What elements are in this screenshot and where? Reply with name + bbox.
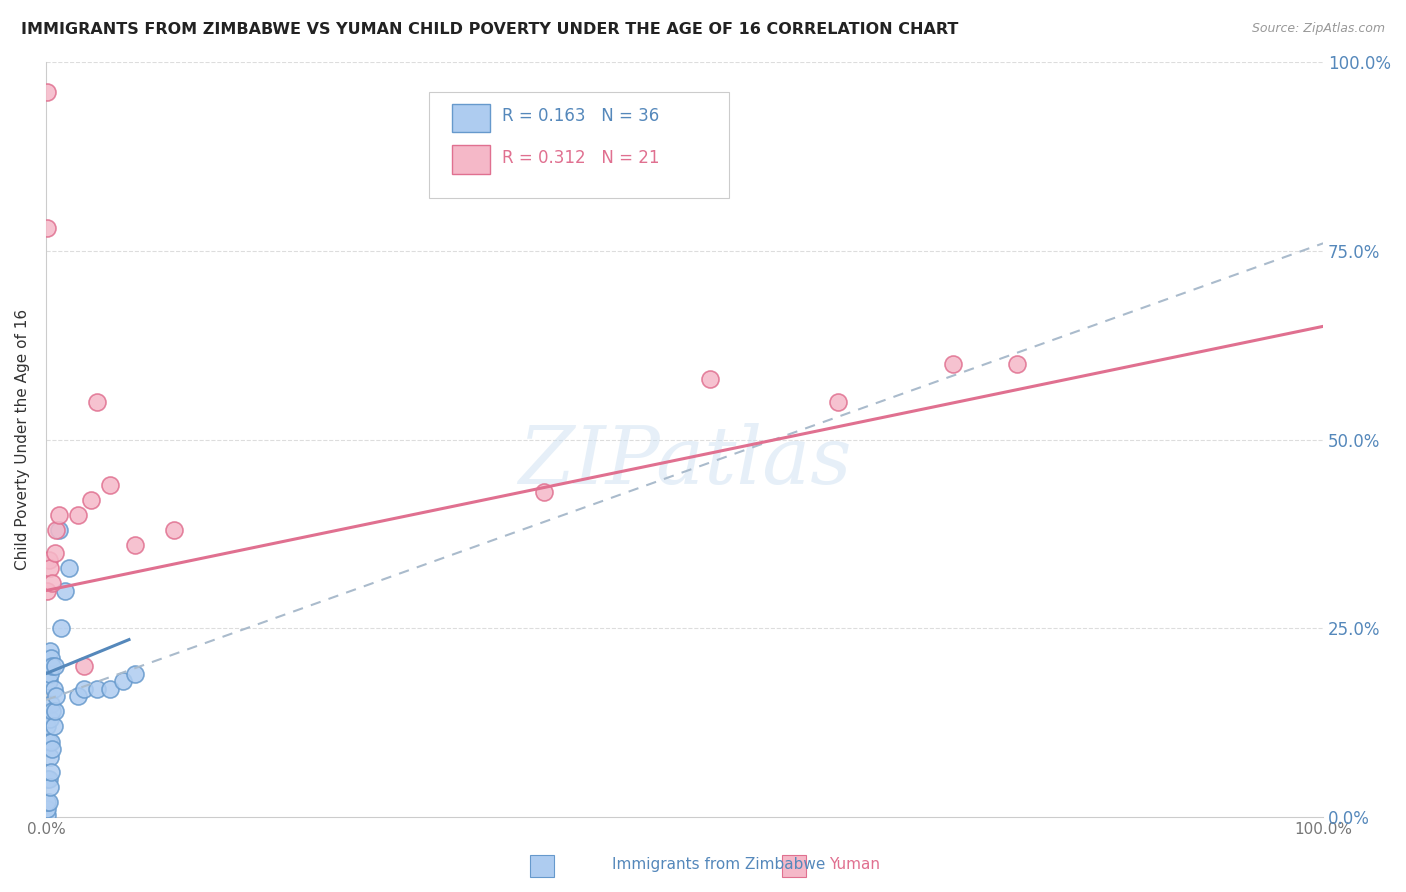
Point [73, 659, 96, 673]
Point [37, 221, 59, 235]
Point [39, 764, 62, 779]
Point [86, 681, 108, 696]
FancyBboxPatch shape [530, 855, 554, 877]
Point [533, 485, 555, 500]
Point [44, 704, 66, 718]
FancyBboxPatch shape [782, 855, 806, 877]
Point [38, 734, 60, 748]
Text: R = 0.163   N = 36: R = 0.163 N = 36 [502, 107, 659, 125]
Point [44, 659, 66, 673]
Point [124, 666, 146, 681]
Point [37, 795, 59, 809]
Point [38, 795, 60, 809]
Text: Yuman: Yuman [830, 857, 880, 872]
Point [39, 697, 62, 711]
Text: ZIPatlas: ZIPatlas [517, 424, 851, 501]
Y-axis label: Child Poverty Under the Age of 16: Child Poverty Under the Age of 16 [15, 309, 30, 570]
Point [41, 576, 63, 591]
Point [39, 651, 62, 665]
Text: Immigrants from Zimbabwe: Immigrants from Zimbabwe [612, 857, 825, 872]
Point [37, 719, 59, 733]
Point [827, 394, 849, 409]
Point [37, 802, 59, 816]
Point [44, 546, 66, 560]
Point [79, 492, 101, 507]
FancyBboxPatch shape [429, 93, 730, 198]
Point [38, 749, 60, 764]
Point [38, 772, 60, 787]
Point [73, 681, 96, 696]
Point [42, 681, 65, 696]
Point [86, 394, 108, 409]
Text: IMMIGRANTS FROM ZIMBABWE VS YUMAN CHILD POVERTY UNDER THE AGE OF 16 CORRELATION : IMMIGRANTS FROM ZIMBABWE VS YUMAN CHILD … [21, 22, 959, 37]
Point [39, 734, 62, 748]
Point [38, 712, 60, 726]
Point [942, 357, 965, 371]
Point [38, 666, 60, 681]
Point [37, 583, 59, 598]
Point [38, 561, 60, 575]
Point [1005, 357, 1028, 371]
Point [41, 659, 63, 673]
Point [51, 621, 73, 635]
Point [38, 644, 60, 658]
Point [42, 719, 65, 733]
Point [45, 523, 67, 537]
Point [38, 780, 60, 794]
Point [699, 372, 721, 386]
Point [37, 807, 59, 822]
Text: R = 0.312   N = 21: R = 0.312 N = 21 [502, 149, 659, 167]
Point [98, 681, 121, 696]
Point [41, 704, 63, 718]
Point [48, 523, 70, 537]
Point [48, 508, 70, 522]
Point [37, 86, 59, 100]
Bar [453, 103, 491, 132]
Point [58, 561, 80, 575]
Point [66, 690, 89, 704]
Point [111, 674, 134, 689]
Point [98, 478, 121, 492]
Point [53, 583, 76, 598]
Point [163, 523, 186, 537]
Point [37, 772, 59, 787]
Point [38, 553, 60, 567]
Point [124, 538, 146, 552]
Point [41, 742, 63, 756]
Point [45, 690, 67, 704]
Text: Source: ZipAtlas.com: Source: ZipAtlas.com [1251, 22, 1385, 36]
Point [66, 508, 89, 522]
Bar [453, 145, 491, 174]
Point [38, 674, 60, 689]
